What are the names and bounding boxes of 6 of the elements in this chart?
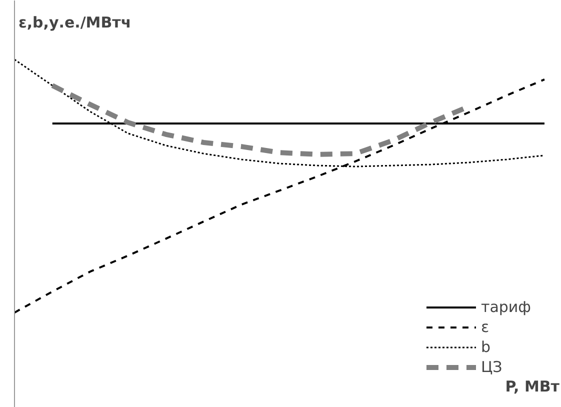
legend-label: ЦЗ: [480, 358, 502, 376]
x-axis-title: P, МВт: [505, 378, 560, 396]
y-axis-title: ε,b,у.е./МВтч: [18, 14, 132, 32]
legend-label: тариф: [480, 298, 531, 316]
legend-label: ε: [480, 318, 490, 336]
legend-label: b: [480, 338, 492, 356]
